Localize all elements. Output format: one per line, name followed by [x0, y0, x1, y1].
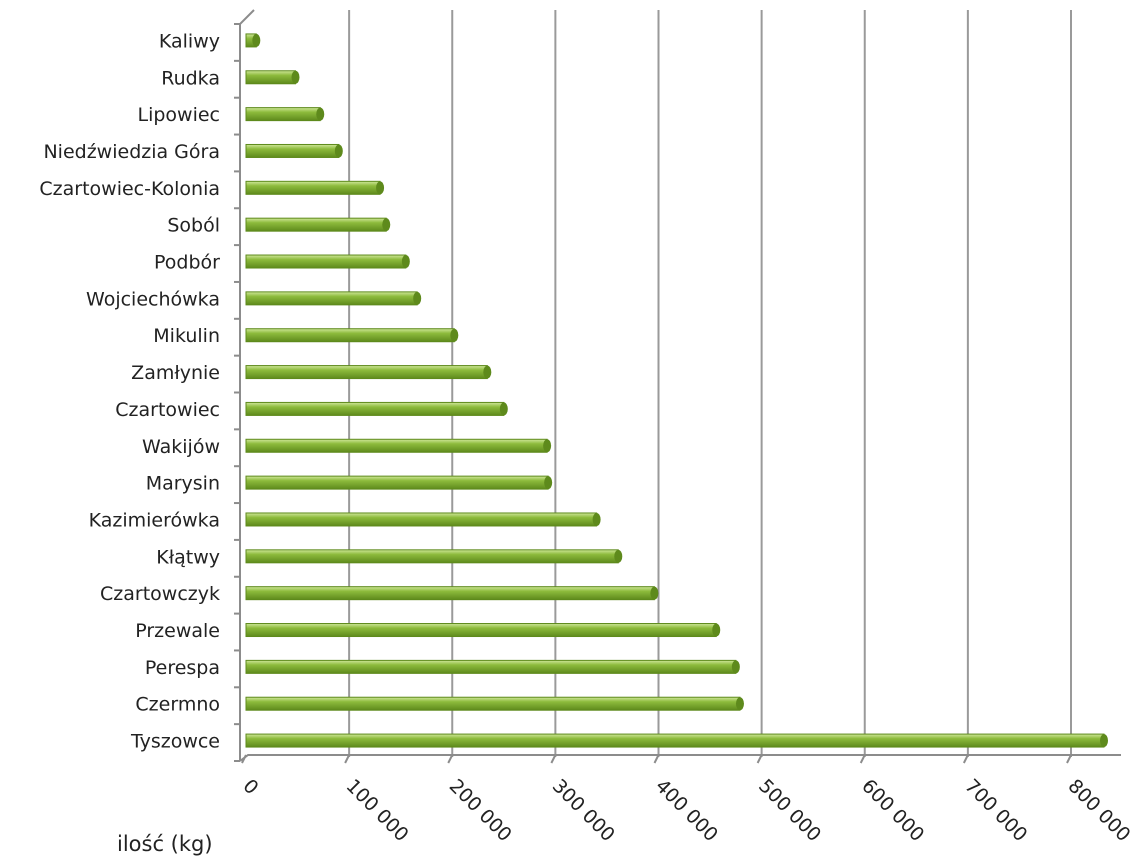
bar — [245, 291, 422, 306]
x-axis-tick — [756, 754, 763, 764]
bar — [245, 143, 343, 158]
axes — [234, 9, 1121, 764]
x-tick-label: 700 000 — [960, 775, 1031, 846]
x-tick-label: 500 000 — [754, 775, 825, 846]
x-tick-label: 400 000 — [651, 775, 722, 846]
x-tick-label: 0 — [238, 775, 262, 799]
x-axis-tick — [1066, 754, 1072, 764]
bar — [245, 438, 552, 453]
bar — [245, 586, 659, 601]
gridlines — [348, 10, 1072, 757]
x-axis-tick — [859, 754, 866, 764]
category-label: Lipowiec — [137, 104, 220, 126]
bar — [245, 623, 721, 638]
x-axis-tick — [344, 754, 351, 764]
category-label: Soból — [167, 215, 220, 237]
category-label: Kazimierówka — [89, 509, 220, 531]
y-axis-line — [239, 9, 255, 761]
bar — [245, 70, 300, 85]
bar — [245, 401, 508, 416]
bar — [245, 107, 325, 122]
x-tick-label: 600 000 — [857, 775, 928, 846]
category-label: Perespa — [145, 657, 220, 679]
x-tick-label: 800 000 — [1063, 775, 1130, 846]
x-tick-labels: 0 100 000 200 000 300 000 400 000 500 000 600 … — [238, 775, 1130, 846]
bar — [245, 33, 261, 48]
bar — [245, 180, 385, 195]
bar — [245, 328, 459, 343]
bar — [245, 475, 553, 490]
bar — [245, 549, 623, 564]
category-labels: Kaliwy Rudka Lipowiec Niedźwiedzia Góra Czar… — [39, 30, 220, 752]
category-label: Zamłynie — [131, 362, 220, 384]
x-axis-tick — [653, 754, 660, 764]
bars — [245, 33, 1108, 748]
category-label: Czartowiec-Kolonia — [39, 178, 220, 200]
category-label: Mikulin — [153, 325, 220, 347]
category-label: Czartowczyk — [100, 583, 220, 605]
x-axis-title: ilość (kg) — [117, 832, 213, 856]
x-axis-tick — [447, 754, 454, 764]
category-label: Rudka — [161, 67, 220, 89]
x-axis-line — [239, 754, 1121, 762]
x-axis-tick — [241, 754, 247, 764]
bar — [245, 217, 391, 232]
category-label: Wojciechówka — [86, 288, 220, 310]
category-label: Czermno — [135, 694, 220, 716]
bar — [245, 365, 492, 380]
bar — [245, 659, 740, 674]
category-label: Marysin — [146, 473, 220, 495]
bar — [245, 254, 410, 269]
bar — [245, 696, 744, 711]
x-axis-tick — [962, 754, 969, 764]
x-tick-label: 100 000 — [342, 775, 413, 846]
category-label: Niedźwiedzia Góra — [43, 141, 220, 163]
bar — [245, 512, 601, 527]
category-label: Kaliwy — [159, 30, 220, 52]
bar — [245, 733, 1108, 748]
x-tick-label: 200 000 — [445, 775, 516, 846]
category-label: Czartowiec — [115, 399, 220, 421]
category-label: Tyszowce — [130, 731, 220, 753]
category-label: Kłątwy — [156, 546, 220, 568]
category-label: Podbór — [154, 252, 220, 274]
category-label: Wakijów — [142, 436, 220, 458]
category-label: Przewale — [135, 620, 220, 642]
x-tick-label: 300 000 — [548, 775, 619, 846]
x-axis-tick — [550, 754, 557, 764]
